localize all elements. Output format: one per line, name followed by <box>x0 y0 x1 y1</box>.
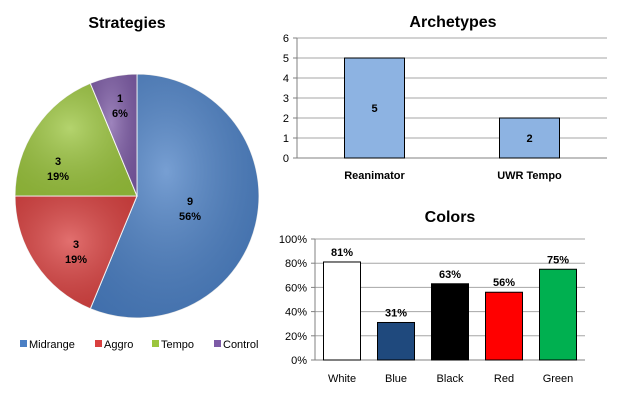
pie-label-percent-control: 6% <box>112 108 128 120</box>
colors-y-tick-label: 80% <box>285 258 307 270</box>
colors-bar-blue <box>377 321 415 361</box>
colors-category-label-blue: Blue <box>385 373 407 385</box>
legend-label-control: Control <box>223 339 258 351</box>
pie-label-value-control: 1 <box>117 93 123 105</box>
pie-label-value-tempo: 3 <box>55 156 61 168</box>
legend-label-aggro: Aggro <box>104 339 133 351</box>
colors-data-label-blue: 31% <box>385 307 407 319</box>
pie-labels: 9 56% 3 19% 3 19% 1 6% <box>47 93 201 266</box>
colors-category-label-white: White <box>328 373 356 385</box>
legend-swatch-control <box>214 340 221 347</box>
archetypes-y-tick-label: 4 <box>283 73 289 85</box>
pie-slice-shade-control <box>90 74 137 196</box>
legend-swatch-midrange <box>20 340 27 347</box>
colors-y-tick-label: 100% <box>279 234 307 246</box>
archetypes-bar-chart: Archetypes 0 1 2 3 4 5 6 5 Reanimator 2 UWR Tempo <box>283 14 607 182</box>
archetypes-bars: 5 Reanimator 2 UWR Tempo <box>344 57 562 182</box>
pie-slices <box>14 73 260 319</box>
colors-data-label-green: 75% <box>547 254 569 266</box>
colors-y-tick-label: 20% <box>285 331 307 343</box>
colors-category-label-green: Green <box>543 373 574 385</box>
pie-legend: Midrange Aggro Tempo Control <box>20 339 258 351</box>
archetypes-data-label-uwr-tempo: 2 <box>526 133 532 145</box>
pie-slice-shade-aggro <box>15 196 137 309</box>
archetypes-y-tick-label: 1 <box>283 133 289 145</box>
colors-data-label-black: 63% <box>439 269 461 281</box>
colors-y-tick-label: 60% <box>285 282 307 294</box>
legend-label-midrange: Midrange <box>29 339 75 351</box>
pie-label-value-midrange: 9 <box>187 196 193 208</box>
archetypes-y-tick-label: 5 <box>283 53 289 65</box>
colors-y-tick-label: 0% <box>291 355 307 367</box>
pie-slice-shade-tempo <box>15 83 137 196</box>
archetypes-bar-reanimator <box>344 57 405 159</box>
archetypes-y-tick-label: 3 <box>283 93 289 105</box>
archetypes-y-tick-label: 0 <box>283 153 289 165</box>
archetypes-bar-uwr-tempo <box>499 117 560 159</box>
colors-y-tick-label: 40% <box>285 307 307 319</box>
archetypes-y-tick-label: 6 <box>283 33 289 45</box>
archetypes-category-label-uwr-tempo: UWR Tempo <box>497 170 562 182</box>
strategies-title: Strategies <box>88 15 165 32</box>
archetypes-y-tick-label: 2 <box>283 113 289 125</box>
legend-label-tempo: Tempo <box>161 339 194 351</box>
colors-data-label-red: 56% <box>493 277 515 289</box>
archetypes-data-label-reanimator: 5 <box>371 103 377 115</box>
pie-slice-shade-midrange <box>90 74 259 318</box>
colors-category-label-black: Black <box>437 373 464 385</box>
colors-bar-red <box>485 291 523 361</box>
colors-bar-black <box>431 283 469 361</box>
colors-category-label-red: Red <box>494 373 514 385</box>
pie-label-value-aggro: 3 <box>73 239 79 251</box>
colors-title: Colors <box>425 209 476 226</box>
colors-data-label-white: 81% <box>331 247 353 259</box>
pie-label-percent-midrange: 56% <box>179 211 201 223</box>
legend-swatch-tempo <box>152 340 159 347</box>
archetypes-title: Archetypes <box>409 14 496 31</box>
colors-bar-green <box>539 268 577 361</box>
colors-bar-white <box>323 261 361 361</box>
pie-label-percent-aggro: 19% <box>65 254 87 266</box>
archetypes-category-label-reanimator: Reanimator <box>344 170 405 182</box>
pie-label-percent-tempo: 19% <box>47 171 69 183</box>
colors-bars: 81% White 31% Blue 63% Black 56% Red 75% Green <box>323 247 577 385</box>
legend-swatch-aggro <box>95 340 102 347</box>
colors-bar-chart: Colors 0% 20% 40% 60% 80% 100% 81% White 31% Blu… <box>279 209 585 385</box>
strategies-pie-chart: Strategies 9 56% 3 19% 3 19% 1 6% Midrange Aggro… <box>14 15 260 351</box>
